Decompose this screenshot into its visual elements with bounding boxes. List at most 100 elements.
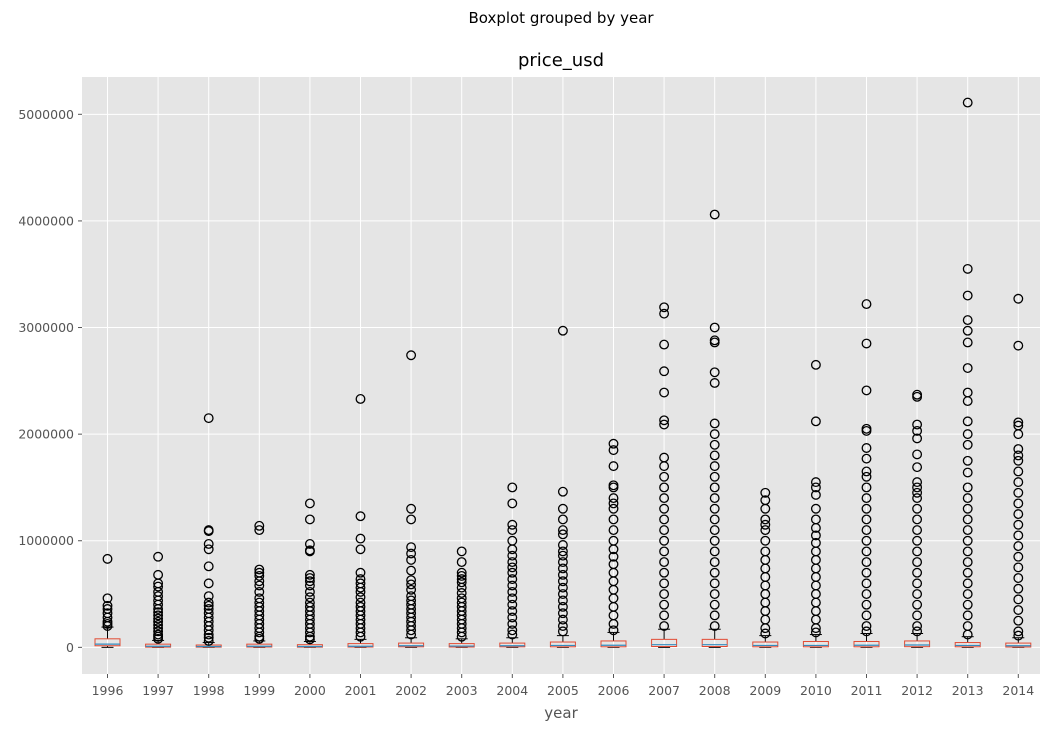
box-2011 — [853, 299, 880, 648]
box-2002 — [398, 350, 425, 648]
outlier-point — [861, 546, 872, 557]
outlier-point — [962, 290, 973, 301]
outlier-point — [912, 557, 923, 568]
outlier-point — [709, 439, 720, 450]
outlier-point — [406, 514, 417, 525]
outlier-point — [153, 581, 164, 592]
outlier-point — [709, 471, 720, 482]
x-tick-label: 2012 — [901, 683, 933, 698]
outlier-point — [912, 482, 923, 493]
outlier-point — [304, 586, 315, 597]
outlier-point — [912, 477, 923, 488]
outlier-point — [557, 540, 568, 550]
x-tick-label: 2009 — [749, 683, 781, 698]
outlier-point — [962, 629, 973, 640]
outlier-point — [962, 589, 973, 599]
outlier-point — [659, 493, 670, 504]
outlier-point — [912, 425, 923, 436]
outlier-point — [709, 546, 720, 557]
outlier-point — [1013, 530, 1024, 541]
outlier-point — [507, 586, 518, 597]
box-iqr — [145, 643, 172, 648]
outlier-point — [203, 600, 214, 611]
outlier-point — [1013, 498, 1024, 509]
outlier-point — [1013, 615, 1024, 626]
outlier-point — [1013, 509, 1024, 520]
outlier-point — [557, 569, 568, 580]
outlier-point — [709, 610, 720, 621]
outlier-point — [557, 525, 568, 536]
outlier-point — [355, 544, 366, 555]
outlier-point — [861, 453, 872, 464]
outlier-point — [203, 632, 214, 643]
outlier-point — [507, 612, 518, 623]
outlier-point — [355, 586, 366, 597]
y-tick-label: 0 — [66, 640, 74, 655]
outlier-point — [1013, 519, 1024, 530]
outlier-point — [355, 592, 366, 603]
outlier-point — [608, 461, 619, 472]
outlier-point — [709, 493, 720, 504]
outlier-point — [456, 588, 467, 598]
box-iqr — [651, 638, 678, 647]
outlier-point — [102, 608, 113, 619]
box-2008 — [701, 209, 728, 648]
outlier-point — [912, 525, 923, 536]
box-2005 — [549, 325, 576, 648]
outlier-point — [608, 514, 619, 525]
outlier-point — [203, 629, 214, 640]
outlier-point — [861, 299, 872, 310]
box-iqr — [347, 643, 374, 648]
outlier-point — [861, 514, 872, 525]
x-tick-label: 2004 — [496, 683, 528, 698]
outlier-point — [861, 493, 872, 504]
outlier-point — [912, 487, 923, 498]
outlier-point — [659, 599, 670, 610]
x-tick-label: 1998 — [193, 683, 225, 698]
outlier-point — [254, 564, 265, 575]
outlier-point — [962, 455, 973, 466]
outlier-point — [760, 519, 771, 530]
outlier-point — [355, 394, 366, 404]
x-tick-label: 2011 — [851, 683, 883, 698]
outlier-point — [861, 589, 872, 599]
outlier-point — [1013, 605, 1024, 615]
box-2006 — [600, 438, 627, 648]
outlier-point — [861, 578, 872, 589]
outlier-point — [153, 620, 164, 630]
outlier-point — [557, 550, 568, 561]
outlier-point — [861, 482, 872, 493]
x-tick-label: 2008 — [699, 683, 731, 698]
outlier-point — [203, 538, 214, 549]
outlier-point — [861, 443, 872, 453]
outlier-point — [1013, 630, 1024, 641]
outlier-point — [608, 525, 619, 536]
outlier-point — [1013, 429, 1024, 440]
outlier-point — [456, 631, 467, 642]
outlier-point — [254, 586, 265, 597]
outlier-point — [507, 618, 518, 629]
outlier-point — [557, 601, 568, 612]
outlier-point — [608, 493, 619, 504]
outlier-point — [709, 578, 720, 589]
box-1999 — [246, 520, 273, 648]
outlier-point — [709, 514, 720, 525]
outlier-point — [1013, 573, 1024, 584]
outlier-point — [962, 525, 973, 536]
outlier-point — [709, 621, 720, 631]
outlier-point — [507, 606, 518, 617]
outlier-point — [709, 557, 720, 568]
outlier-point — [659, 557, 670, 568]
outlier-point — [608, 445, 619, 456]
outlier-point — [608, 625, 619, 636]
outlier-point — [912, 589, 923, 599]
box-2013 — [954, 97, 981, 648]
outlier-point — [608, 498, 619, 509]
x-tick-label: 1996 — [92, 683, 124, 698]
box-iqr — [549, 641, 576, 648]
outlier-point — [456, 567, 467, 578]
outlier-point — [861, 535, 872, 546]
outlier-point — [912, 433, 923, 444]
outlier-point — [254, 580, 265, 591]
outlier-point — [406, 548, 417, 559]
